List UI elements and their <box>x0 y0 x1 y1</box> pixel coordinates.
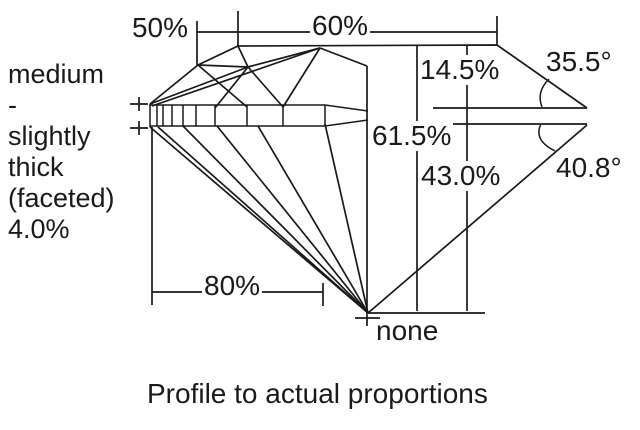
culet-label: none <box>376 315 439 346</box>
crown-angle-arc <box>539 78 550 108</box>
girdle-cross-mark-bottom <box>130 121 148 135</box>
diagram-caption: Profile to actual proportions <box>147 378 488 409</box>
lower-girdle-label: 80% <box>202 270 263 301</box>
pavilion-depth-label: 43.0% <box>419 160 503 191</box>
pavilion-angle-label: 40.8° <box>556 152 622 183</box>
pavilion-left-slope <box>149 126 369 314</box>
girdle-description-line: 4.0% <box>8 214 70 244</box>
table-size-label: 60% <box>310 10 371 41</box>
girdle-description: medium - slightly thick (faceted) 4.0% <box>8 59 115 245</box>
star-length-label: 50% <box>131 12 188 43</box>
crown-height-label: 14.5% <box>418 54 502 85</box>
angle-arcs <box>538 78 556 152</box>
crown-angle-label: 35.5° <box>546 46 612 77</box>
pavilion-angle-arc <box>538 123 556 152</box>
pavilion-right-slope <box>367 124 588 314</box>
girdle-cross-mark-top <box>130 97 148 111</box>
pavilion-facet-lines <box>157 123 369 314</box>
girdle-description-line: medium <box>8 59 105 89</box>
crown-facet-lines <box>149 45 368 109</box>
total-depth-label: 61.5% <box>370 120 454 151</box>
crown-silhouette <box>149 44 588 109</box>
girdle-description-line: - <box>8 90 17 120</box>
girdle-facets <box>149 104 369 127</box>
culet-cross-mark <box>355 311 380 326</box>
girdle-description-line: (faceted) <box>8 183 115 213</box>
girdle-description-line: slightly <box>8 121 91 151</box>
girdle-description-line: thick <box>8 152 64 182</box>
